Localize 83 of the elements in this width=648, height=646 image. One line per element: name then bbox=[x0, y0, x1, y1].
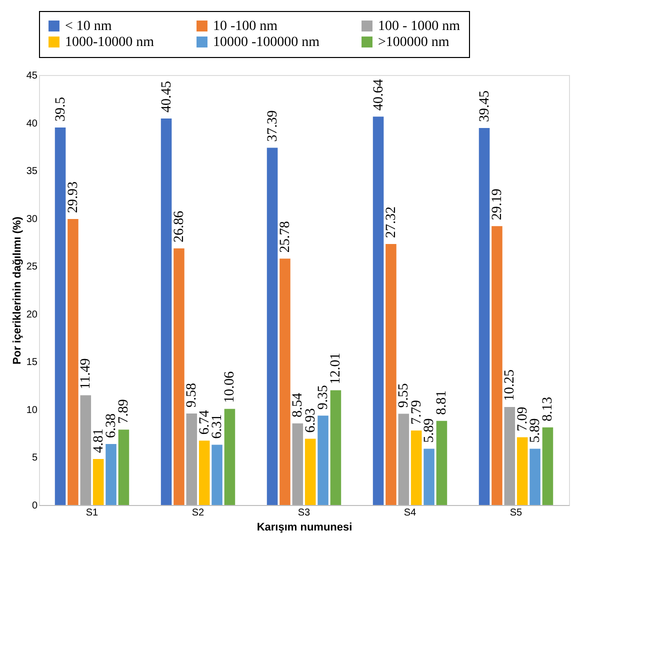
bar bbox=[398, 414, 410, 505]
data-label: 29.19 bbox=[490, 188, 505, 220]
legend-label: >100000 nm bbox=[378, 35, 450, 50]
data-label: 9.58 bbox=[184, 382, 200, 408]
bar bbox=[186, 413, 198, 505]
y-tick-label: 0 bbox=[32, 500, 38, 512]
data-label: 9.55 bbox=[396, 383, 412, 408]
bar bbox=[280, 258, 290, 505]
data-label: 25.78 bbox=[278, 221, 293, 253]
y-tick-label: 45 bbox=[26, 70, 38, 82]
bar bbox=[198, 440, 210, 505]
bar bbox=[160, 118, 172, 505]
x-tick-label: S3 bbox=[298, 508, 311, 518]
bar bbox=[304, 438, 316, 505]
data-label: 10.25 bbox=[502, 370, 518, 402]
bar bbox=[516, 437, 528, 505]
bar bbox=[212, 444, 222, 505]
bar bbox=[386, 244, 396, 505]
bar bbox=[424, 448, 434, 505]
bar bbox=[542, 427, 554, 505]
data-label: 11.49 bbox=[78, 358, 94, 390]
data-label: 8.54 bbox=[290, 392, 306, 418]
y-tick-label: 5 bbox=[32, 452, 38, 464]
bar bbox=[54, 128, 66, 505]
data-label: 6.74 bbox=[197, 410, 212, 435]
x-tick-label: S4 bbox=[404, 508, 417, 518]
bar bbox=[266, 148, 278, 505]
bar bbox=[492, 226, 502, 505]
y-tick-label: 20 bbox=[26, 309, 38, 320]
y-axis-title: Por içeriklerinin dağılımı (%) bbox=[11, 216, 24, 364]
data-label: 27.32 bbox=[384, 206, 399, 238]
bar bbox=[330, 390, 342, 505]
y-tick-label: 30 bbox=[26, 214, 38, 225]
legend-label: 10 -100 nm bbox=[213, 19, 278, 34]
data-label: 7.09 bbox=[515, 406, 530, 432]
bar bbox=[224, 408, 236, 505]
y-tick-label: 25 bbox=[26, 262, 38, 273]
data-label: 6.93 bbox=[303, 408, 318, 433]
data-label: 4.81 bbox=[91, 428, 106, 454]
bar bbox=[80, 395, 92, 505]
x-axis-title: Karışım numunesi bbox=[256, 522, 352, 534]
bar bbox=[410, 430, 422, 505]
data-label: 29.93 bbox=[66, 182, 81, 213]
data-label: 6.31 bbox=[210, 414, 226, 439]
bar bbox=[174, 248, 184, 505]
legend-label: 10000 -100000 nm bbox=[213, 35, 320, 50]
data-label: 40.64 bbox=[371, 79, 386, 111]
data-label: 26.86 bbox=[172, 210, 187, 242]
y-tick-label: 35 bbox=[26, 166, 38, 178]
data-label: 37.39 bbox=[265, 110, 280, 142]
x-tick-label: S5 bbox=[510, 508, 523, 518]
data-label: 8.81 bbox=[434, 390, 450, 415]
data-label: 5.89 bbox=[528, 418, 544, 443]
y-tick-label: 40 bbox=[26, 118, 38, 130]
data-label: 39.45 bbox=[477, 90, 492, 122]
bar bbox=[436, 420, 448, 505]
data-label: 40.45 bbox=[159, 80, 174, 112]
bar bbox=[68, 219, 78, 505]
data-label: 5.89 bbox=[422, 418, 438, 443]
bar bbox=[92, 459, 104, 505]
x-tick-label: S2 bbox=[192, 508, 205, 518]
bar bbox=[318, 416, 328, 505]
y-tick-label: 15 bbox=[26, 357, 38, 368]
data-label: 39.5 bbox=[53, 97, 68, 122]
legend-label: 100 - 1000 nm bbox=[378, 19, 460, 34]
legend-label: < 10 nm bbox=[65, 19, 112, 34]
bar bbox=[530, 448, 540, 505]
bar bbox=[292, 423, 304, 505]
data-label: 9.35 bbox=[316, 385, 332, 410]
x-tick-label: S1 bbox=[86, 508, 99, 518]
data-label: 8.13 bbox=[540, 396, 556, 422]
data-label: 7.89 bbox=[116, 399, 132, 424]
data-label: 12.01 bbox=[328, 352, 344, 384]
bar bbox=[478, 128, 490, 505]
bar bbox=[372, 116, 384, 505]
bar bbox=[118, 430, 130, 505]
legend-label: 1000-10000 nm bbox=[65, 35, 154, 50]
data-label: 7.79 bbox=[409, 400, 424, 425]
bar bbox=[106, 444, 116, 505]
bar bbox=[504, 407, 516, 505]
data-label: 6.38 bbox=[104, 414, 120, 438]
data-label: 10.06 bbox=[222, 371, 238, 403]
y-tick-label: 10 bbox=[26, 404, 38, 416]
